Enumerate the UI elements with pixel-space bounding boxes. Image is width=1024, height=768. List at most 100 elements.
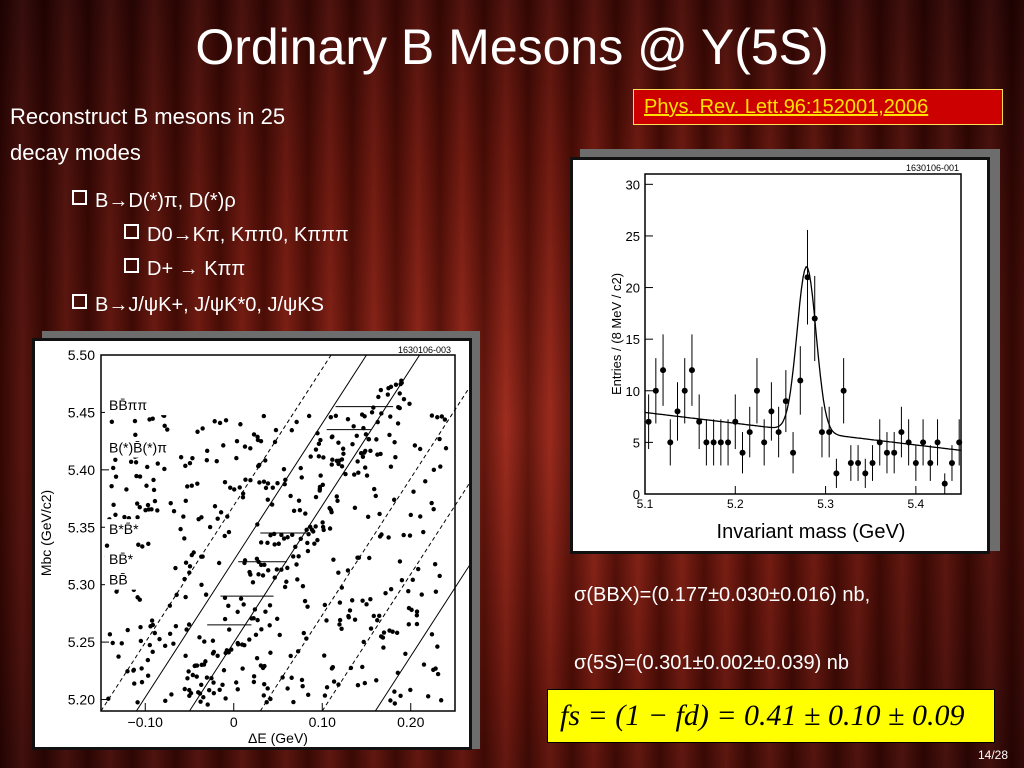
scatter-point xyxy=(396,404,401,410)
bullet-2: B→J/ψK+, J/ψK*0, J/ψKS xyxy=(72,294,324,317)
scatter-point xyxy=(312,541,317,546)
scatter-point xyxy=(305,548,311,554)
scatter-point xyxy=(377,511,382,517)
band-line-4 xyxy=(321,354,553,712)
reference-link[interactable]: Phys. Rev. Lett.96:152001,2006 xyxy=(644,96,929,118)
scatter-point xyxy=(114,589,119,594)
scatter-point xyxy=(289,675,294,680)
bullet-1-text: B→D(*)π, D(*)ρ xyxy=(95,190,236,212)
band-label-bg xyxy=(105,569,167,590)
scatter-point xyxy=(253,632,259,638)
scatter-point xyxy=(386,385,391,391)
scatter-point xyxy=(376,394,381,400)
x-tick-label: 0.20 xyxy=(397,714,424,730)
data-point xyxy=(688,367,695,374)
scatter-point xyxy=(297,507,303,513)
scatter-point xyxy=(336,570,341,575)
scatter-point xyxy=(274,616,280,622)
scatter-point xyxy=(131,668,136,673)
intro-line-1: Reconstruct B mesons in 25 xyxy=(10,104,286,129)
scatter-point xyxy=(262,681,267,687)
scatter-point xyxy=(111,465,116,471)
scatter-point xyxy=(149,507,154,512)
data-point xyxy=(761,439,768,446)
scatter-point xyxy=(374,678,379,683)
scatter-point xyxy=(199,682,204,687)
data-point xyxy=(862,470,869,477)
scatter-point xyxy=(198,699,203,704)
scatter-point xyxy=(250,580,256,585)
x-tick-label: 5.2 xyxy=(727,497,744,511)
scatter-point xyxy=(407,533,413,538)
y-tick-label: 5 xyxy=(633,435,640,450)
scatter-point xyxy=(143,507,148,513)
scatter-point xyxy=(255,617,260,623)
scatter-point xyxy=(330,457,335,462)
scatter-point xyxy=(125,669,130,674)
scatter-point xyxy=(283,477,288,483)
scatter-point xyxy=(383,590,388,596)
scatter-point xyxy=(431,667,436,673)
scatter-point xyxy=(397,559,403,564)
scatter-point xyxy=(251,432,257,437)
scatter-point xyxy=(435,644,440,649)
scatter-point xyxy=(133,460,139,465)
scatter-point xyxy=(322,653,327,658)
scatter-point xyxy=(133,432,138,438)
scatter-point xyxy=(221,668,227,673)
scatter-point xyxy=(390,629,395,634)
scatter-point xyxy=(289,428,295,433)
scatter-point xyxy=(304,527,309,533)
scatter-point xyxy=(238,596,244,601)
data-point xyxy=(840,387,847,394)
scatter-point xyxy=(288,493,293,499)
scatter-point xyxy=(243,477,248,482)
sigma-bbx: σ(BBX)=(0.177±0.030±0.016) nb, xyxy=(574,584,871,606)
scatter-point xyxy=(182,576,187,582)
scatter-point xyxy=(122,514,127,520)
scatter-point xyxy=(368,597,373,602)
data-point xyxy=(804,274,811,281)
scatter-point xyxy=(393,382,399,387)
data-point xyxy=(948,460,955,467)
scatter-point xyxy=(254,556,260,561)
scatter-point xyxy=(249,616,254,621)
scatter-point xyxy=(303,511,308,516)
scatter-point xyxy=(274,567,280,572)
scatter-point xyxy=(167,631,173,637)
sub-bullet-1: D0→Kπ, Kππ0, Kπππ xyxy=(124,224,349,247)
scatter-point xyxy=(435,671,441,677)
scatter-point xyxy=(162,423,167,429)
data-point xyxy=(818,429,825,436)
data-point xyxy=(681,387,688,394)
page-number: 14/28 xyxy=(977,748,1008,762)
reference-box[interactable]: Phys. Rev. Lett.96:152001,2006 xyxy=(633,89,1003,125)
scatter-point xyxy=(388,587,394,592)
scatter-point xyxy=(145,673,151,678)
scatter-point xyxy=(183,594,188,600)
scatter-point xyxy=(361,425,366,431)
scatter-point xyxy=(373,493,378,499)
data-point xyxy=(855,460,862,467)
scatter-point xyxy=(240,666,245,671)
scatter-point xyxy=(210,651,216,656)
bullet-1: B→D(*)π, D(*)ρ xyxy=(72,190,236,213)
scatter-point xyxy=(401,532,406,538)
scatter-point xyxy=(337,600,343,605)
scatter-point xyxy=(298,536,303,541)
figure-id-label: 1630106-003 xyxy=(398,345,451,355)
data-point xyxy=(956,439,963,446)
scatter-point xyxy=(300,683,305,689)
scatter-point xyxy=(423,479,428,484)
band-label: B*B̄* xyxy=(109,521,139,537)
scatter-point xyxy=(150,649,155,655)
scatter-point xyxy=(330,434,335,439)
scatter-point xyxy=(183,498,188,504)
scatter-point xyxy=(238,422,243,427)
scatter-point xyxy=(194,663,200,668)
data-point xyxy=(725,439,732,446)
scatter-point xyxy=(259,562,264,568)
scatter-point xyxy=(199,582,204,587)
scatter-point xyxy=(107,632,113,637)
scatter-point xyxy=(271,531,277,537)
